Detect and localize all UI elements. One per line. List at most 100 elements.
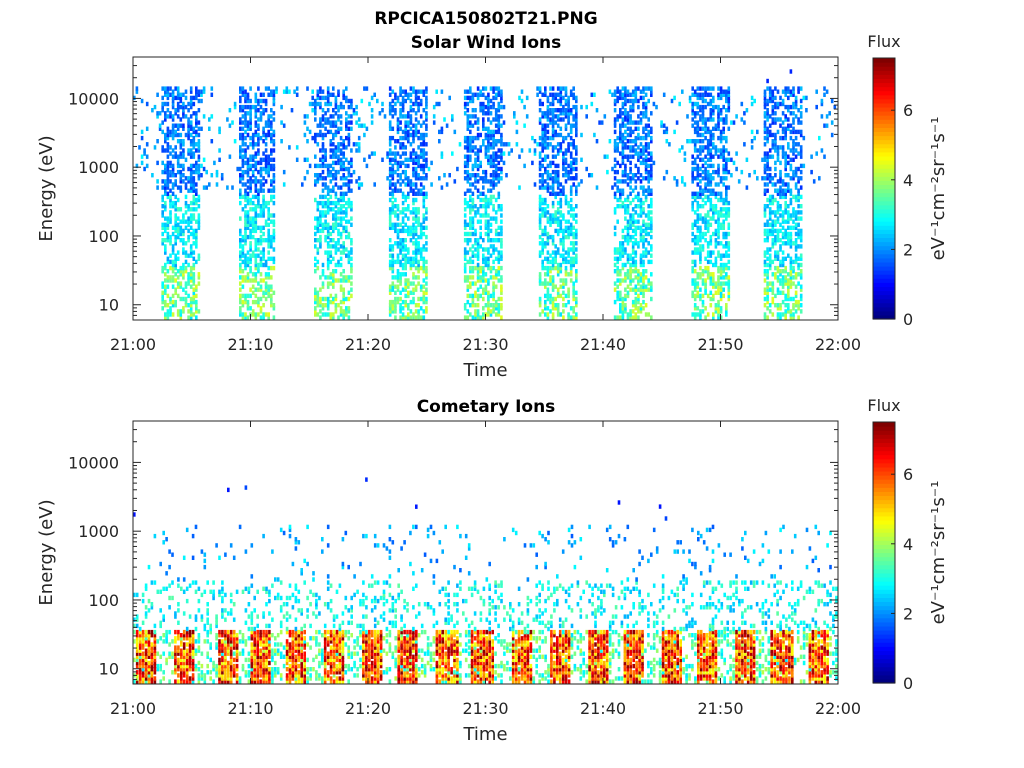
flux-cell xyxy=(164,101,167,107)
flux-cell xyxy=(613,191,617,196)
flux-cell xyxy=(487,157,490,162)
flux-cell xyxy=(613,145,617,150)
flux-cell xyxy=(639,256,643,261)
flux-cell xyxy=(257,191,260,196)
flux-cell xyxy=(239,98,242,104)
flux-cell xyxy=(324,163,327,169)
flux-cell xyxy=(401,151,405,156)
flux-cell xyxy=(246,120,250,125)
flux-cell xyxy=(549,219,552,224)
flux-cell xyxy=(189,132,193,138)
flux-cell xyxy=(704,256,707,261)
flux-cell xyxy=(267,293,270,299)
flux-cell xyxy=(195,95,198,101)
flux-cell xyxy=(412,287,415,292)
flux-cell xyxy=(239,194,242,200)
flux-cell xyxy=(192,256,196,261)
flux-cell xyxy=(339,234,343,240)
flux-cell xyxy=(233,139,237,144)
flux-cell xyxy=(771,197,775,203)
flux-cell xyxy=(350,247,353,252)
flux-cell xyxy=(394,210,397,215)
flux-cell xyxy=(621,299,625,305)
flux-cell xyxy=(215,169,219,175)
flux-cell xyxy=(693,92,697,97)
flux-cell xyxy=(725,250,728,255)
flux-cell xyxy=(479,244,482,249)
flux-cell xyxy=(722,244,725,249)
flux-cell xyxy=(321,117,325,122)
flux-cell xyxy=(768,303,772,308)
flux-cell xyxy=(624,98,627,104)
flux-cell xyxy=(401,299,405,305)
flux-cell xyxy=(497,259,501,265)
flux-cell xyxy=(533,182,537,187)
flux-cell xyxy=(575,166,578,172)
flux-cell xyxy=(345,213,348,218)
flux-cell xyxy=(559,265,563,271)
flux-cell xyxy=(264,135,268,141)
flux-cell xyxy=(719,210,723,215)
flux-cell xyxy=(766,222,769,227)
flux-cell xyxy=(479,101,482,107)
flux-cell xyxy=(722,281,725,286)
flux-cell xyxy=(719,253,723,258)
flux-cell xyxy=(189,148,193,153)
flux-cell xyxy=(699,185,702,190)
flux-cell xyxy=(246,104,250,110)
flux-cell xyxy=(606,154,609,159)
flux-cell xyxy=(164,225,167,230)
flux-cell xyxy=(466,309,470,314)
flux-cell xyxy=(476,275,480,280)
flux-cell xyxy=(246,256,250,261)
flux-cell xyxy=(314,269,317,274)
flux-cell xyxy=(766,228,769,234)
flux-cell xyxy=(706,225,710,230)
flux-cell xyxy=(487,278,490,283)
flux-cell xyxy=(342,151,345,156)
flux-cell xyxy=(634,241,638,246)
flux-cell xyxy=(264,166,268,172)
flux-cell xyxy=(766,272,769,277)
flux-cell xyxy=(192,213,196,218)
flux-cell xyxy=(546,176,550,181)
flux-cell xyxy=(350,262,353,268)
flux-cell xyxy=(484,219,488,224)
flux-cell xyxy=(502,151,506,156)
flux-cell xyxy=(414,176,418,181)
flux-cell xyxy=(639,231,643,237)
flux-cell xyxy=(471,253,475,258)
flux-cell xyxy=(725,108,728,113)
flux-cell xyxy=(639,306,643,311)
flux-cell xyxy=(332,278,335,283)
flux-cell xyxy=(562,315,565,320)
flux-cell xyxy=(629,117,632,122)
flux-cell xyxy=(321,204,325,209)
flux-cell xyxy=(484,151,488,156)
flux-cell xyxy=(192,281,196,286)
flux-cell xyxy=(412,182,415,187)
flux-cell xyxy=(469,135,472,141)
flux-cell xyxy=(345,120,348,125)
flux-cell xyxy=(474,204,477,209)
flux-cell xyxy=(704,194,707,200)
flux-cell xyxy=(228,154,232,159)
flux-cell xyxy=(184,269,188,274)
flux-cell xyxy=(629,219,632,224)
flux-cell xyxy=(164,185,167,190)
flux-cell xyxy=(701,309,705,314)
flux-cell xyxy=(332,176,335,181)
flux-cell xyxy=(629,222,632,227)
flux-cell xyxy=(404,315,407,320)
flux-cell xyxy=(642,299,645,305)
flux-cell xyxy=(567,231,570,237)
flux-cell xyxy=(554,213,557,218)
flux-cell xyxy=(725,210,728,215)
flux-cell xyxy=(189,142,193,147)
flux-cell xyxy=(164,204,167,209)
flux-cell xyxy=(251,278,255,283)
flux-cell xyxy=(569,188,573,193)
flux-cell xyxy=(704,129,707,135)
flux-cell xyxy=(693,269,697,274)
flux-cell xyxy=(414,95,418,101)
